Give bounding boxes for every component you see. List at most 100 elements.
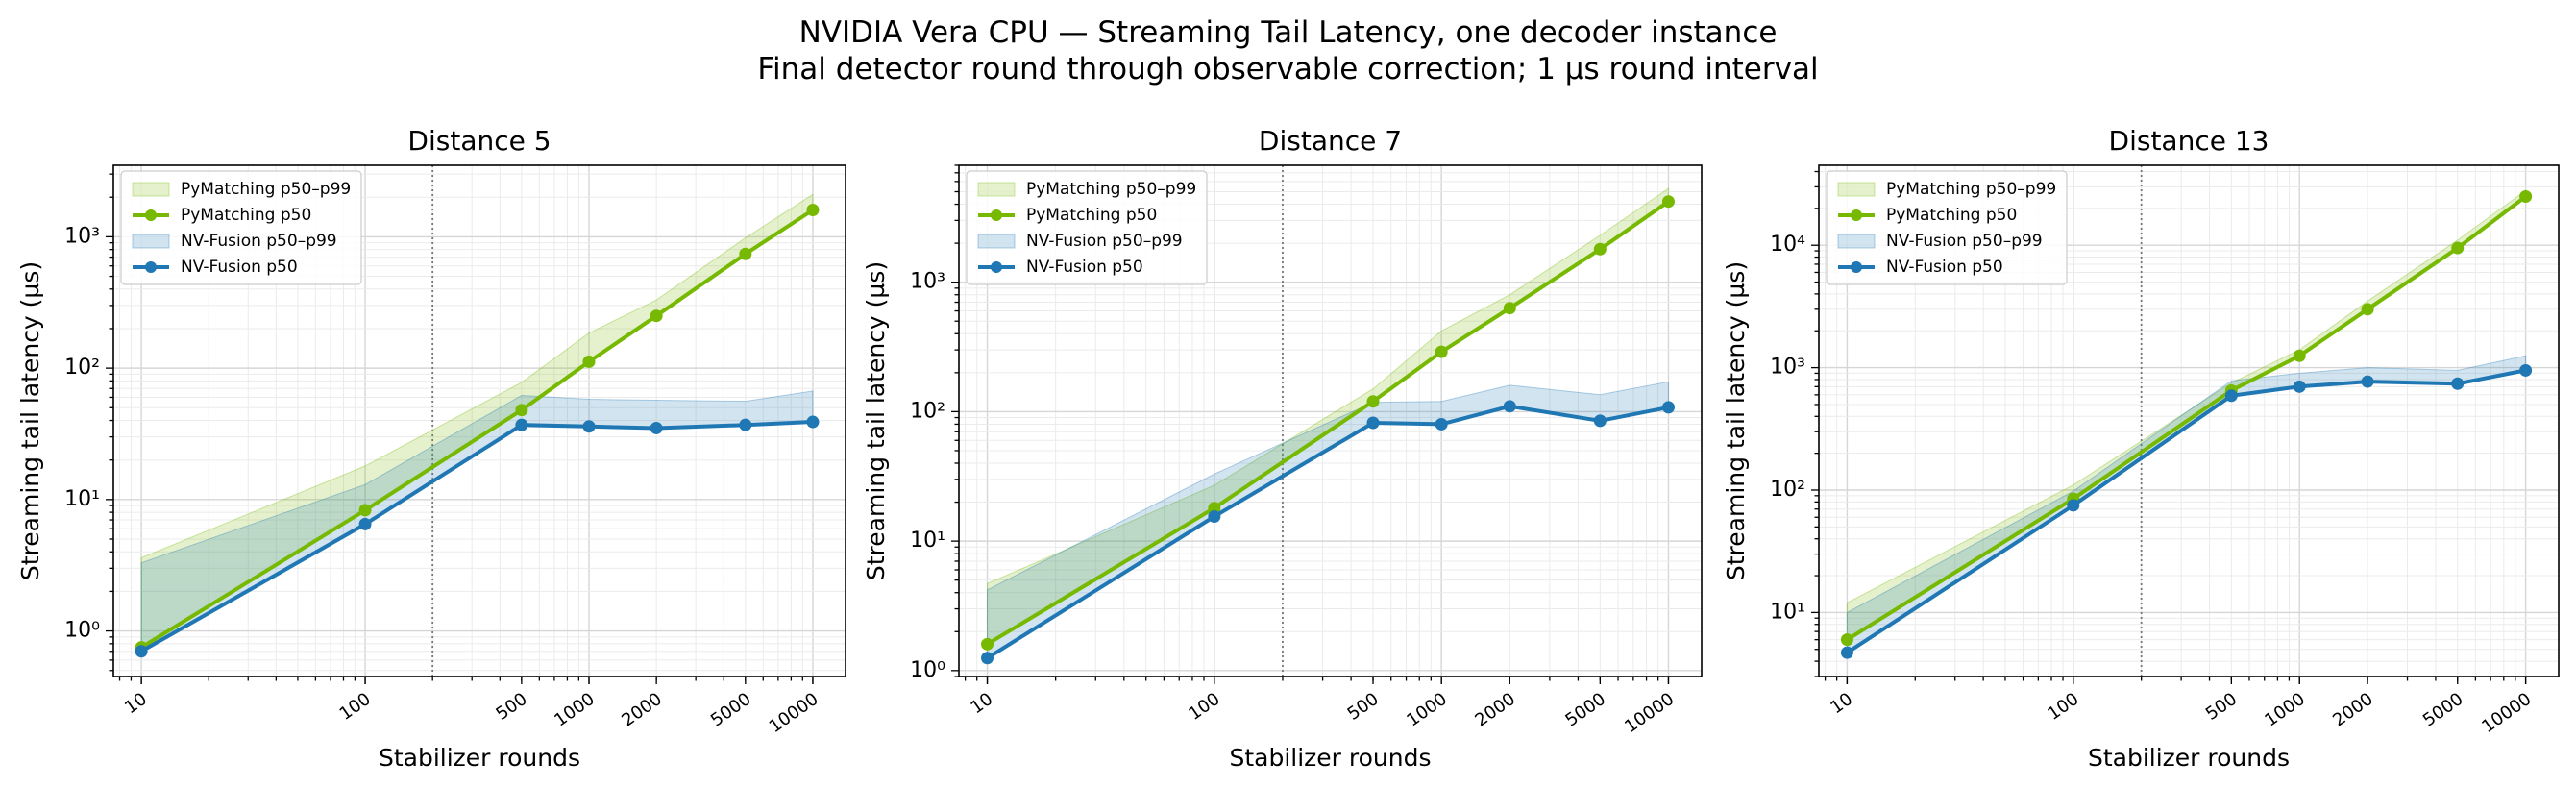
point-nvfusion xyxy=(135,645,148,658)
y-tick-label: 10³ xyxy=(910,270,945,294)
legend-swatch-band xyxy=(977,182,1016,197)
legend: PyMatching p50–p99 PyMatching p50 NV-Fusio… xyxy=(1826,170,2068,285)
point-nvfusion xyxy=(1503,400,1516,413)
legend-label: PyMatching p50–p99 xyxy=(1886,180,2056,199)
point-nvfusion xyxy=(2067,499,2080,512)
legend-label: PyMatching p50 xyxy=(181,206,311,225)
x-tick-label: 2000 xyxy=(1471,689,1519,730)
point-nvfusion xyxy=(2361,375,2374,388)
series-group xyxy=(135,193,820,658)
point-nvfusion xyxy=(1435,417,1448,431)
x-tick-label: 100 xyxy=(336,689,375,725)
axes-frame xyxy=(958,164,1703,677)
x-tick-label: 500 xyxy=(2202,689,2241,725)
point-pymatching xyxy=(2361,303,2374,316)
x-tick-label: 10 xyxy=(1827,689,1856,718)
point-pymatching xyxy=(1661,195,1675,209)
point-nvfusion xyxy=(582,420,596,433)
chart-panel-3: 10 100 500 1000 2000 5000 10000 10¹ 10² 10³ 10⁴ Dis… xyxy=(1722,125,2560,772)
point-nvfusion xyxy=(2519,363,2533,377)
x-tick-label: 1000 xyxy=(2261,689,2309,730)
x-axis-label: Stabilizer rounds xyxy=(2088,744,2290,772)
y-tick-label: 10¹ xyxy=(64,487,100,511)
point-pymatching xyxy=(515,404,528,417)
legend-box xyxy=(120,170,362,285)
legend-swatch-band xyxy=(1837,182,1876,197)
legend-label: PyMatching p50–p99 xyxy=(181,180,351,199)
chart-panel-1: 10 100 500 1000 2000 5000 10000 10⁰ 10¹ 10² 10³ Dis… xyxy=(16,125,846,772)
legend-swatch-band xyxy=(132,182,170,197)
legend-swatch-band xyxy=(977,234,1016,249)
x-tick-label: 10000 xyxy=(766,689,822,737)
figure-title-line-2: Final detector round through observable … xyxy=(757,52,1819,86)
y-tick-label: 10¹ xyxy=(910,529,945,553)
legend-swatch-marker xyxy=(991,209,1002,221)
point-nvfusion xyxy=(515,418,528,431)
point-pymatching xyxy=(582,355,596,368)
point-nvfusion xyxy=(2224,389,2238,403)
x-tick-label: 100 xyxy=(1185,689,1223,725)
y-tick-label: 10⁰ xyxy=(910,658,945,682)
legend: PyMatching p50–p99 PyMatching p50 NV-Fusio… xyxy=(120,170,362,285)
point-pymatching xyxy=(981,637,994,651)
point-nvfusion xyxy=(981,652,994,665)
point-pymatching xyxy=(650,309,663,323)
legend: PyMatching p50–p99 PyMatching p50 NV-Fusio… xyxy=(966,170,1208,285)
y-axis-label: Streaming tail latency (µs) xyxy=(862,261,890,580)
y-axis-label: Streaming tail latency (µs) xyxy=(16,261,44,580)
legend-label: PyMatching p50 xyxy=(1026,206,1157,225)
legend-box xyxy=(1826,170,2068,285)
x-tick-label: 1000 xyxy=(1403,689,1451,730)
point-nvfusion xyxy=(358,517,372,530)
series-group xyxy=(1840,189,2533,659)
legend-label: NV-Fusion p50 xyxy=(181,258,298,277)
x-tick-label: 1000 xyxy=(551,689,599,730)
point-nvfusion xyxy=(1593,414,1607,428)
point-nvfusion xyxy=(650,421,663,434)
point-pymatching xyxy=(1435,345,1448,358)
x-tick-label: 2000 xyxy=(2329,689,2377,730)
point-pymatching xyxy=(2519,190,2533,204)
point-nvfusion xyxy=(2293,380,2306,393)
chart-panel-2: 10 100 500 1000 2000 5000 10000 10⁰ 10¹ 10² 10³ Dis… xyxy=(862,125,1703,772)
point-nvfusion xyxy=(1661,401,1675,414)
x-tick-label: 5000 xyxy=(2419,689,2467,730)
x-tick-label: 5000 xyxy=(1561,689,1609,730)
x-tick-label: 10 xyxy=(967,689,996,718)
figure-title-line-1: NVIDIA Vera CPU — Streaming Tail Latency… xyxy=(798,15,1778,50)
point-pymatching xyxy=(2451,241,2465,255)
y-tick-label: 10³ xyxy=(1770,356,1805,380)
x-tick-label: 500 xyxy=(1344,689,1383,725)
legend-swatch-band xyxy=(1837,234,1876,249)
y-tick-label: 10⁰ xyxy=(64,619,100,643)
legend-label: NV-Fusion p50–p99 xyxy=(181,232,337,251)
point-pymatching xyxy=(1366,395,1380,408)
legend-box xyxy=(966,170,1208,285)
chart-title: Distance 5 xyxy=(407,125,551,157)
legend-label: NV-Fusion p50 xyxy=(1026,258,1143,277)
y-tick-label: 10² xyxy=(1770,478,1805,502)
legend-swatch-marker xyxy=(1851,261,1862,273)
point-pymatching xyxy=(1840,633,1853,647)
x-tick-label: 5000 xyxy=(707,689,755,730)
point-pymatching xyxy=(1593,242,1607,256)
point-pymatching xyxy=(806,203,820,216)
axes-frame xyxy=(1818,164,2560,677)
x-tick-label: 2000 xyxy=(618,689,666,730)
point-nvfusion xyxy=(739,418,752,431)
point-nvfusion xyxy=(1366,416,1380,430)
chart-title: Distance 13 xyxy=(2109,125,2269,157)
y-tick-label: 10⁴ xyxy=(1770,233,1805,257)
y-tick-label: 10³ xyxy=(64,224,100,248)
point-nvfusion xyxy=(1840,646,1853,659)
legend-label: PyMatching p50–p99 xyxy=(1026,180,1196,199)
y-tick-label: 10¹ xyxy=(1770,600,1805,624)
legend-swatch-marker xyxy=(1851,209,1862,221)
x-tick-label: 10000 xyxy=(2478,689,2535,737)
legend-label: NV-Fusion p50–p99 xyxy=(1886,232,2043,251)
point-pymatching xyxy=(358,504,372,517)
legend-label: NV-Fusion p50 xyxy=(1886,258,2003,277)
point-nvfusion xyxy=(2451,377,2465,390)
series-group xyxy=(981,187,1675,665)
